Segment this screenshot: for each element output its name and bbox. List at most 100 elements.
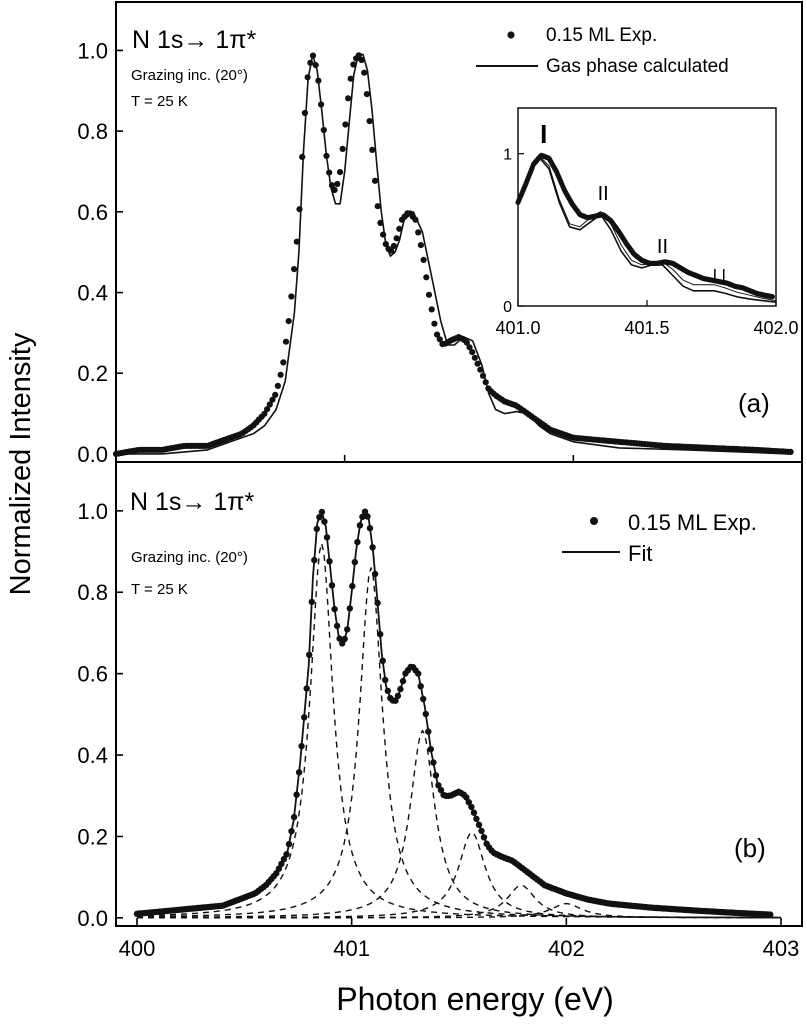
panel-a-exp-point: [417, 242, 424, 249]
panel-b-exp-point: [359, 513, 366, 520]
panel-b-exp-point: [301, 714, 308, 721]
panel-a-exp-point: [482, 379, 489, 386]
panel-b-exp-point: [437, 786, 445, 794]
panel-b-series: [133, 508, 774, 918]
panel-a-exp-point: [471, 354, 478, 361]
panel-a-exp-point: [296, 206, 303, 213]
panel-a-ytick-label: 0.2: [77, 361, 108, 386]
panel-a-ytick-label: 0.6: [77, 200, 108, 225]
panel-a-calc-line: [116, 53, 791, 455]
panel-b-exp-point: [468, 803, 475, 811]
panel-b-exp-point: [283, 851, 290, 858]
panel-b-exp-point: [354, 538, 361, 546]
panel-b-fit-component: [137, 567, 781, 919]
panel-a-exp-point: [436, 336, 443, 343]
inset-peak-marker: II: [598, 183, 609, 205]
panel-b-exp-point: [463, 794, 470, 801]
panel-b-fit-component: [137, 902, 781, 919]
panel-a: N 1s→ 1π* Grazing inc. (20°) T = 25 K (a…: [77, 25, 803, 467]
panel-b-ytick-label: 1.0: [77, 499, 108, 524]
panel-a-label: (a): [738, 388, 770, 418]
panel-b-label: (b): [734, 833, 766, 863]
panel-a-exp-point: [469, 349, 476, 356]
panel-b-exp-point: [328, 582, 336, 589]
inset-exp-point: [769, 294, 776, 300]
panel-a-exp-point: [466, 344, 473, 351]
panel-b-y-ticks: 0.0 0.2 0.4 0.6 0.8 1.0: [77, 499, 123, 931]
panel-a-annotation-temperature: T = 25 K: [131, 93, 188, 110]
panel-a-exp-point: [393, 235, 400, 242]
panel-a-exp-point: [355, 52, 362, 59]
panel-a-annotation-incidence: Grazing inc. (20°): [131, 67, 248, 84]
panel-b-exp-point: [417, 683, 424, 690]
panel-a-exp-point: [431, 320, 438, 327]
panel-a-exp-point: [420, 256, 427, 263]
panel-a-exp-point: [331, 186, 338, 194]
panel-b-exp-point: [379, 657, 386, 664]
panel-a-exp-point: [369, 146, 376, 153]
panel-b-exp-point: [344, 626, 351, 633]
panel-b-exp-point: [425, 728, 432, 735]
panel-b-ytick-label: 0.4: [77, 743, 108, 768]
panel-a-exp-point: [320, 126, 327, 134]
panel-b-exp-point: [392, 697, 399, 704]
panel-b-exp-point: [427, 746, 434, 753]
panel-b-exp-point: [478, 827, 485, 835]
panel-a-y-ticks: 0.0 0.2 0.4 0.6 0.8 1.0: [77, 38, 123, 467]
panel-a-exp-point: [312, 62, 319, 69]
panel-b-exp-point: [397, 685, 404, 693]
inset-xtick-label: 401.0: [495, 318, 540, 338]
panel-a-exp-point: [315, 77, 322, 84]
panel-a-series: [112, 52, 794, 457]
panel-b-exp-point: [382, 676, 389, 684]
panel-b-exp-point: [473, 815, 480, 822]
panel-a-exp-point: [415, 229, 422, 236]
panel-a-exp-point: [323, 152, 330, 159]
panel-b-exp-point: [331, 605, 338, 613]
panel-b-exp-point: [480, 834, 488, 841]
panel-b-ytick-label: 0.0: [77, 906, 108, 931]
panel-a-exp-point: [350, 61, 357, 68]
panel-b-exp-point: [369, 544, 376, 551]
panel-a-exp-point: [288, 293, 295, 300]
inset-calc-line: [517, 155, 777, 303]
panel-a-exp-point: [361, 69, 368, 76]
panel-a-exp-point: [366, 118, 373, 125]
panel-a-exp-point: [328, 182, 335, 189]
panel-b-exp-point: [346, 605, 353, 612]
panel-a-ytick-label: 0.0: [77, 442, 108, 467]
x-axis-label: Photon energy (eV): [336, 981, 614, 1017]
panel-a-exp-point: [285, 318, 292, 325]
panel-a-exp-point: [477, 366, 484, 373]
inset-frame: [517, 107, 777, 307]
panel-a-exp-point: [307, 59, 314, 66]
panel-a-exp-point: [277, 371, 284, 378]
panel-b-exp-point: [313, 525, 320, 533]
panel-a-exp-point: [336, 169, 344, 176]
panel-a-exp-point: [274, 382, 281, 389]
panel-b-exp-point: [288, 828, 295, 835]
panel-b-exp-point: [351, 558, 358, 566]
panel-a-exp-point: [412, 216, 419, 223]
panel-b-exp-point: [432, 772, 440, 779]
panel-a-exp-point: [382, 241, 389, 248]
panel-b-exp-point: [349, 582, 356, 590]
panel-b-x-ticks: 400 401 402 403: [119, 918, 800, 961]
panel-a-exp-point: [425, 291, 433, 298]
panel-b-xtick-label: 400: [119, 936, 156, 961]
panel-b-exp-point: [308, 598, 315, 606]
panel-b-exp-point: [336, 635, 343, 642]
panel-b-exp-point: [275, 865, 283, 872]
panel-a-ytick-label: 1.0: [77, 38, 108, 63]
panel-b-xtick-label: 403: [763, 936, 800, 961]
panel-b-annotation-incidence: Grazing inc. (20°): [131, 549, 248, 566]
panel-a-exp-point: [280, 359, 287, 366]
panel-a-exp-point: [326, 169, 333, 176]
panel-b-fit-component: [137, 542, 781, 919]
panel-b-exp-point: [285, 840, 293, 848]
panel-b: N 1s→ 1π* Grazing inc. (20°) T = 25 K (b…: [77, 488, 799, 961]
panel-b-exp-point: [366, 524, 374, 532]
inset-ticks: 0 1 401.0 401.5 402.0: [495, 147, 798, 338]
panel-b-exp-point: [430, 759, 437, 766]
